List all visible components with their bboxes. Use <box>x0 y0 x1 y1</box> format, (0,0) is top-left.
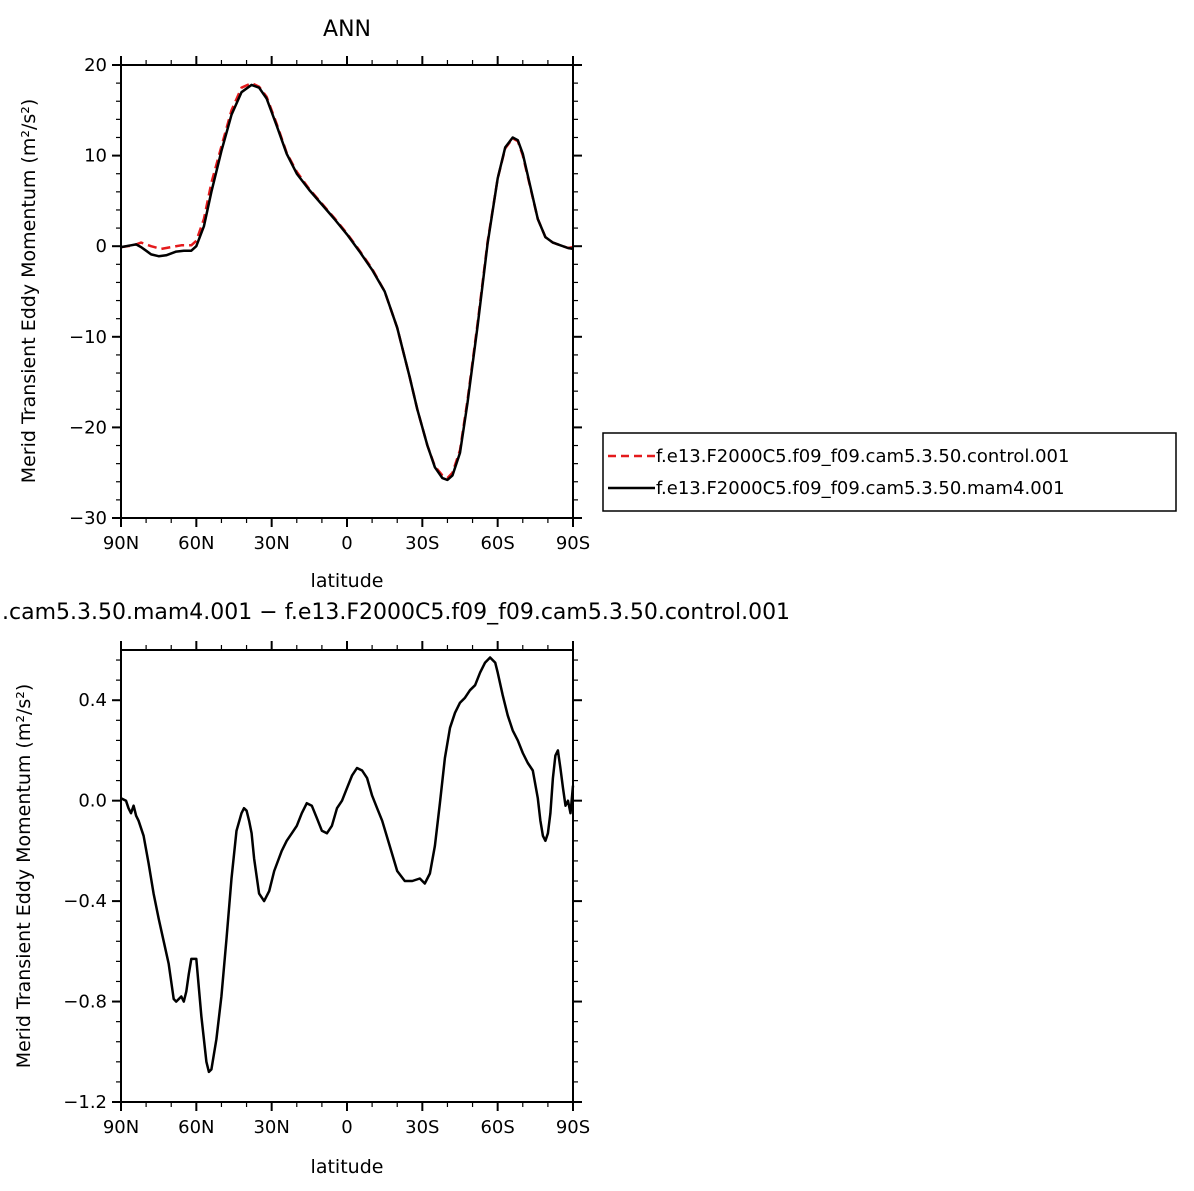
upper-chart-series <box>120 81 574 482</box>
upper-x-tick-label: 90S <box>556 533 590 554</box>
legend-label-control: f.e13.F2000C5.f09_f09.cam5.3.50.control.… <box>656 446 1069 467</box>
lower-x-tick-label: 0 <box>341 1117 352 1138</box>
upper-y-tick-label: −30 <box>69 508 107 529</box>
upper-y-tick-label: −20 <box>69 417 107 438</box>
upper-series-line-0 <box>120 81 574 480</box>
upper-chart-title: ANN <box>323 17 371 42</box>
lower-x-tick-label: 90S <box>556 1117 590 1138</box>
upper-x-tick-label: 60N <box>178 533 214 554</box>
lower-x-tick-label: 90N <box>103 1117 139 1138</box>
lower-series-line-0 <box>120 656 575 1074</box>
upper-y-tick-label: 10 <box>84 146 107 167</box>
lower-y-tick-label: −0.4 <box>63 891 107 912</box>
lower-y-tick-label: −1.2 <box>63 1092 107 1113</box>
legend-box <box>602 432 1177 512</box>
upper-chart-frame <box>120 64 574 519</box>
legend-label-mam4: f.e13.F2000C5.f09_f09.cam5.3.50.mam4.001 <box>656 478 1065 499</box>
upper-chart-x-axis-title: latitude <box>311 570 384 592</box>
upper-x-tick-label: 90N <box>103 533 139 554</box>
upper-y-tick-label: 20 <box>84 55 107 76</box>
upper-x-tick-label: 30S <box>405 533 439 554</box>
lower-chart-title: .cam5.3.50.mam4.001 − f.e13.F2000C5.f09_… <box>2 600 790 625</box>
upper-chart: ANN −30 −20 −10 0 10 20 90N 60N 30N 0 30S 60S 90S la… <box>18 17 1177 592</box>
lower-x-tick-label: 30S <box>405 1117 439 1138</box>
lower-chart-y-axis-title: Merid Transient Eddy Momentum (m²/s²) <box>13 684 35 1069</box>
upper-series-line-1 <box>120 83 574 482</box>
lower-chart-ticks: −1.2 −0.8 −0.4 0.0 0.4 90N 60N 30N 0 30S 60S 90S <box>63 641 590 1138</box>
upper-y-tick-label: 0 <box>96 236 107 257</box>
lower-x-tick-label: 60S <box>480 1117 514 1138</box>
legend: f.e13.F2000C5.f09_f09.cam5.3.50.control.… <box>602 432 1177 512</box>
lower-chart-frame <box>120 649 574 1103</box>
lower-y-tick-label: 0.0 <box>78 791 107 812</box>
upper-y-tick-label: −10 <box>69 327 107 348</box>
lower-y-tick-label: 0.4 <box>78 690 107 711</box>
lower-x-tick-label: 60N <box>178 1117 214 1138</box>
upper-x-tick-label: 0 <box>341 533 352 554</box>
lower-x-tick-label: 30N <box>253 1117 289 1138</box>
lower-chart: .cam5.3.50.mam4.001 − f.e13.F2000C5.f09_… <box>2 600 790 1178</box>
lower-chart-x-axis-title: latitude <box>311 1156 384 1178</box>
lower-chart-series <box>120 656 575 1074</box>
lower-y-tick-label: −0.8 <box>63 992 107 1013</box>
upper-x-tick-label: 30N <box>253 533 289 554</box>
upper-chart-ticks: −30 −20 −10 0 10 20 90N 60N 30N 0 30S 60S 90S <box>69 55 590 554</box>
upper-chart-y-axis-title: Merid Transient Eddy Momentum (m²/s²) <box>18 99 40 484</box>
upper-x-tick-label: 60S <box>480 533 514 554</box>
